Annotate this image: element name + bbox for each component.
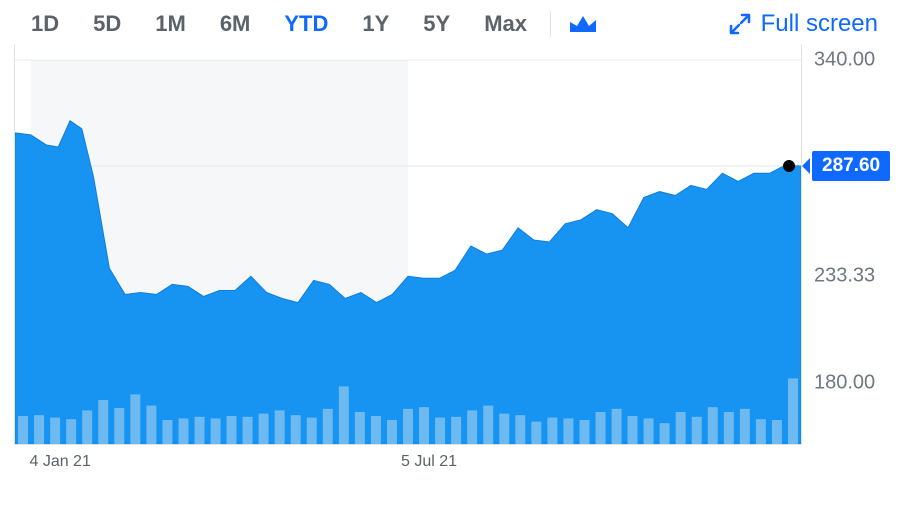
- fullscreen-button[interactable]: Full screen: [729, 10, 898, 38]
- fullscreen-icon: [729, 13, 751, 35]
- toolbar-divider: [550, 11, 551, 37]
- range-tab-1d[interactable]: 1D: [14, 11, 76, 37]
- current-price-dot: [783, 160, 795, 172]
- range-tab-1y[interactable]: 1Y: [345, 11, 406, 37]
- price-chart[interactable]: [14, 44, 802, 445]
- range-tab-5y[interactable]: 5Y: [406, 11, 467, 37]
- range-tab-1m[interactable]: 1M: [138, 11, 203, 37]
- y-tick: 233.33: [814, 264, 875, 287]
- range-tabs: 1D5D1M6MYTD1Y5YMax: [14, 11, 544, 37]
- y-axis: 340.00 233.33 180.00 287.60: [802, 44, 898, 444]
- current-price-tag: 287.60: [812, 151, 890, 181]
- chart-toolbar: 1D5D1M6MYTD1Y5YMax Full screen: [0, 0, 898, 44]
- range-tab-max[interactable]: Max: [467, 11, 544, 37]
- fullscreen-label: Full screen: [761, 10, 878, 38]
- x-tick: 5 Jul 21: [401, 453, 457, 471]
- range-tab-6m[interactable]: 6M: [203, 11, 268, 37]
- range-tab-5d[interactable]: 5D: [76, 11, 138, 37]
- x-axis: 4 Jan 21 5 Jul 21: [14, 445, 788, 477]
- range-tab-ytd[interactable]: YTD: [267, 11, 345, 37]
- x-tick: 4 Jan 21: [29, 453, 90, 471]
- y-tick: 340.00: [814, 49, 875, 72]
- chart-type-icon[interactable]: [561, 14, 605, 34]
- y-tick: 180.00: [814, 372, 875, 395]
